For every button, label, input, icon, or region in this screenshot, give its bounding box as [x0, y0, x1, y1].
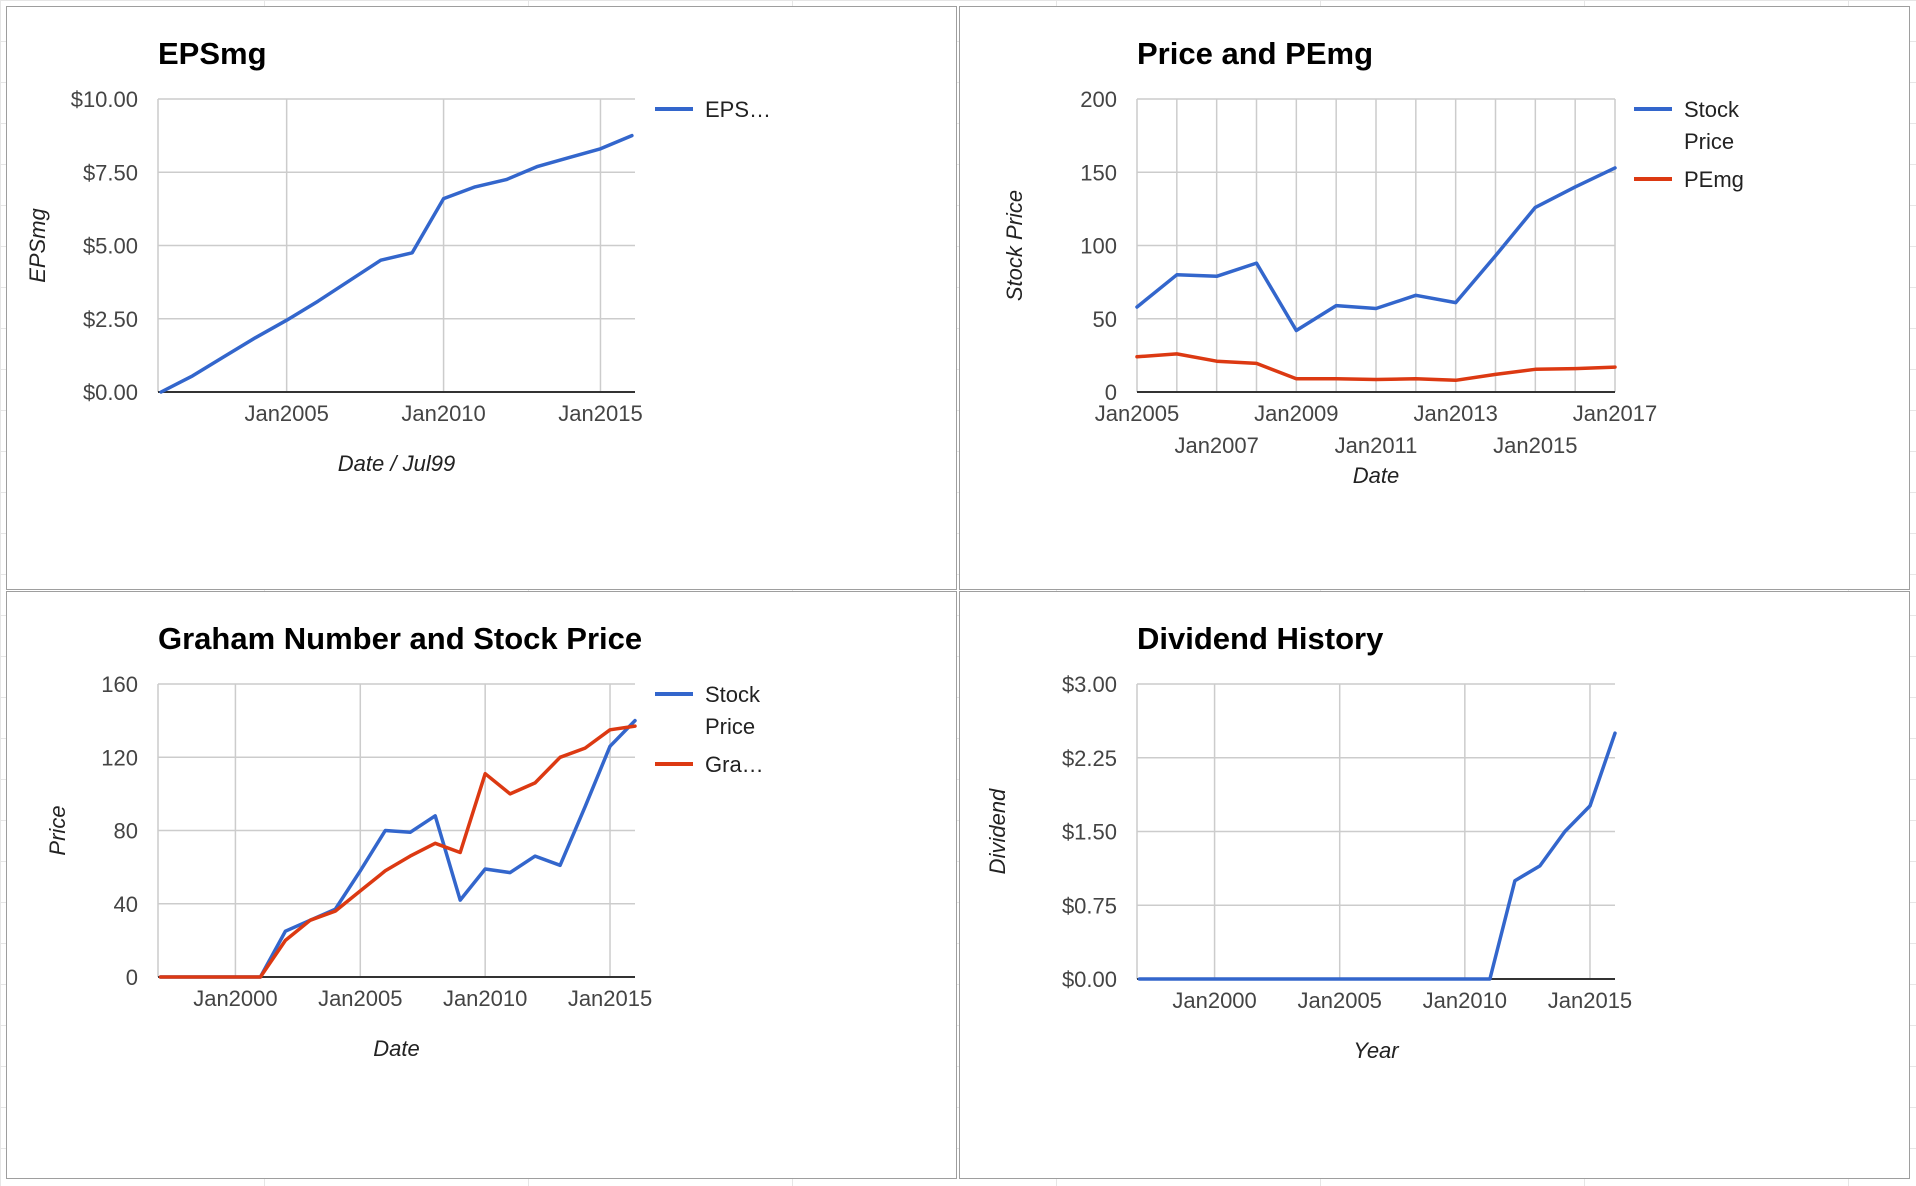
x-tick-label: Jan2010	[443, 986, 527, 1011]
chart-title: Price and PEmg	[1137, 36, 1373, 71]
series-line-1	[1135, 166, 1617, 333]
x-tick-label: Jan2010	[1423, 988, 1507, 1013]
y-tick-label: 200	[1080, 87, 1117, 112]
series-line-1	[158, 718, 637, 979]
chart-title: Dividend History	[1137, 621, 1384, 656]
chart-title: Graham Number and Stock Price	[158, 621, 642, 656]
legend-label: PEmg	[1684, 167, 1744, 192]
eps-chart-svg: EPSmg $0.00 $2.50 $5.00 $7.50 $10.00 Jan2005 Ja…	[25, 36, 771, 476]
price-pe-chart-svg: Price and PEmg 0 50 100 150 200 Jan2005 Jan2007…	[1002, 36, 1744, 488]
x-axis-title: Date	[1353, 463, 1399, 488]
x-axis-title: Date	[373, 1036, 419, 1061]
y-tick-label: $0.75	[1062, 893, 1117, 918]
y-tick-label: $0.00	[1062, 967, 1117, 992]
y-tick-label: 160	[101, 672, 138, 697]
x-tick-label: Jan2015	[1548, 988, 1632, 1013]
y-axis-title: Stock Price	[1002, 190, 1027, 301]
dividend-chart-svg: Dividend History $0.00 $0.75 $1.50 $2.25 $3.0…	[985, 621, 1632, 1063]
x-tick-label: Jan2000	[193, 986, 277, 1011]
x-tick-label: Jan2011	[1335, 433, 1418, 458]
x-tick-label: Jan2007	[1174, 433, 1258, 458]
graham-chart-svg: Graham Number and Stock Price 0 40 80 120 160…	[45, 621, 764, 1061]
y-tick-label: 40	[114, 892, 138, 917]
y-tick-label: 80	[114, 819, 138, 844]
x-tick-label: Jan2010	[401, 401, 485, 426]
series-line-2	[158, 724, 637, 979]
dividend-chart-panel[interactable]: Dividend History $0.00 $0.75 $1.50 $2.25 $3.0…	[959, 591, 1910, 1179]
x-tick-label: Jan2013	[1413, 401, 1497, 426]
x-tick-label: Jan2015	[568, 986, 652, 1011]
y-tick-label: 100	[1080, 234, 1117, 259]
x-tick-label: Jan2017	[1573, 401, 1657, 426]
y-tick-label: 120	[101, 745, 138, 770]
y-tick-label: 0	[1105, 380, 1117, 405]
y-tick-label: $10.00	[71, 87, 138, 112]
series-line-1	[1137, 731, 1617, 981]
x-tick-label: Jan2009	[1254, 401, 1338, 426]
x-axis-title: Year	[1353, 1038, 1400, 1063]
y-tick-label: $5.00	[83, 234, 138, 259]
legend-label: Stock	[705, 682, 761, 707]
chart-title: EPSmg	[158, 36, 267, 71]
x-tick-label: Jan2015	[558, 401, 642, 426]
eps-chart-panel[interactable]: EPSmg $0.00 $2.50 $5.00 $7.50 $10.00 Jan2005 Ja…	[6, 6, 957, 590]
y-tick-label: 0	[126, 965, 138, 990]
y-tick-label: $3.00	[1062, 672, 1117, 697]
x-tick-label: Jan2015	[1493, 433, 1577, 458]
y-tick-label: $0.00	[83, 380, 138, 405]
x-tick-label: Jan2005	[318, 986, 402, 1011]
graham-chart-panel[interactable]: Graham Number and Stock Price 0 40 80 120 160…	[6, 591, 957, 1179]
legend-label: Stock	[1684, 97, 1740, 122]
x-tick-label: Jan2005	[244, 401, 328, 426]
y-tick-label: $2.50	[83, 307, 138, 332]
y-tick-label: 50	[1093, 307, 1117, 332]
y-axis-title: Price	[45, 805, 70, 855]
y-tick-label: $7.50	[83, 160, 138, 185]
y-tick-label: 150	[1080, 160, 1117, 185]
x-tick-label: Jan2005	[1095, 401, 1179, 426]
series-line-1	[159, 133, 634, 394]
price-pe-chart-panel[interactable]: Price and PEmg 0 50 100 150 200 Jan2005 Jan2007…	[959, 6, 1910, 590]
y-axis-title: EPSmg	[25, 207, 50, 282]
legend-label: EPS…	[705, 97, 771, 122]
series-line-2	[1135, 352, 1617, 383]
legend-label-line2: Price	[705, 714, 755, 739]
legend-label: Gra…	[705, 752, 764, 777]
y-tick-label: $2.25	[1062, 746, 1117, 771]
x-tick-label: Jan2000	[1172, 988, 1256, 1013]
legend-label-line2: Price	[1684, 129, 1734, 154]
x-axis-title: Date / Jul99	[338, 451, 455, 476]
y-tick-label: $1.50	[1062, 820, 1117, 845]
x-tick-label: Jan2005	[1298, 988, 1382, 1013]
y-axis-title: Dividend	[985, 788, 1010, 874]
